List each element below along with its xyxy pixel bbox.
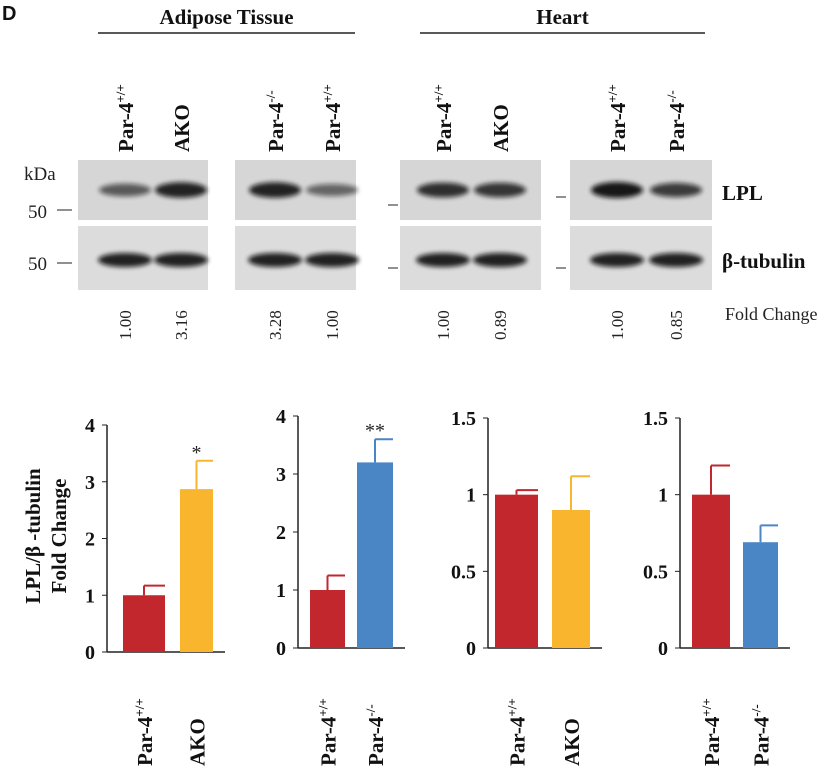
y-tick-label: 3 (85, 472, 95, 494)
y-tick-label: 1.5 (451, 408, 476, 430)
y-tick-label: 2 (85, 529, 95, 551)
marker-50-tubulin: 50 (28, 254, 47, 275)
lpl-band (99, 183, 151, 197)
y-tick-label: 1 (276, 580, 286, 602)
lpl-band (474, 182, 526, 198)
fold-change-value: 1.00 (116, 310, 135, 340)
tubulin-band (416, 253, 470, 267)
y-tick-label: 4 (85, 415, 95, 437)
tubulin-band (154, 253, 208, 267)
bar-2 (552, 510, 590, 648)
y-tick-label: 0.5 (451, 561, 476, 583)
fold-change-value: 1.00 (608, 310, 627, 340)
bar-chart-3: 0 0.5 1 1.5 Par-4+/+ AKO (451, 408, 602, 766)
lane-label: Par-4+/+ (605, 84, 630, 152)
lane-label: Par-4+/+ (431, 84, 456, 152)
bar-1 (692, 494, 730, 648)
y-tick-label: 3 (276, 464, 286, 486)
lane-label: AKO (170, 104, 194, 152)
x-category-label: AKO (186, 718, 210, 766)
y-tick-label: 0 (85, 642, 95, 664)
bar-1 (310, 590, 345, 648)
fold-change-value: 0.85 (667, 310, 686, 340)
y-axis-label: LPL/β -tubulin (21, 468, 45, 604)
fold-change-value: 0.89 (491, 310, 510, 340)
x-category-label: Par-4+/+ (699, 698, 724, 766)
fold-change-value: 3.28 (266, 310, 285, 340)
x-category-label: AKO (560, 718, 584, 766)
bar-2 (180, 489, 213, 652)
bar-chart-1: 0 1 2 3 4 Par-4+/+ * AKO LPL/β -tubulin Fold Chan… (21, 415, 225, 766)
kda-label: kDa (24, 164, 56, 185)
bar-1 (495, 494, 538, 648)
marker-50-lpl: 50 (28, 202, 47, 223)
x-category-label: Par-4+/+ (316, 698, 341, 766)
tissue-label: Adipose Tissue (159, 5, 293, 29)
y-tick-label: 1 (466, 485, 476, 507)
lane-label: Par-4-/- (263, 90, 288, 152)
x-category-label: Par-4+/+ (132, 698, 157, 766)
y-axis-label: Fold Change (47, 479, 71, 594)
bar-2 (357, 462, 393, 648)
significance-label: ** (365, 420, 385, 442)
y-tick-label: 2 (276, 522, 286, 544)
bar-2 (743, 542, 778, 648)
lpl-band (155, 182, 207, 198)
y-tick-label: 0 (658, 638, 668, 660)
x-category-label: Par-4-/- (749, 704, 774, 766)
x-category-label: Par-4-/- (363, 704, 388, 766)
lpl-band (306, 183, 358, 197)
row-label-tubulin: β-tubulin (722, 249, 806, 273)
fold-change-value: 3.16 (172, 310, 191, 340)
tubulin-band (649, 253, 703, 267)
y-tick-label: 0.5 (643, 561, 668, 583)
tubulin-band (98, 253, 152, 267)
y-tick-label: 0 (466, 638, 476, 660)
x-category-label: Par-4+/+ (505, 698, 530, 766)
panel-letter: D (2, 3, 16, 25)
bar-charts: 0 1 2 3 4 Par-4+/+ * AKO LPL/β -tubulin Fold Chan… (21, 406, 790, 766)
bar-chart-4: 0 0.5 1 1.5 Par-4+/+ Par-4-/- (643, 408, 790, 766)
lane-label: AKO (489, 104, 513, 152)
tubulin-band (305, 253, 359, 267)
y-tick-label: 1 (85, 585, 95, 607)
row-label-lpl: LPL (722, 181, 763, 205)
lane-label: Par-4+/+ (113, 84, 138, 152)
tubulin-band (473, 253, 527, 267)
lane-label: Par-4-/- (664, 90, 689, 152)
bar-chart-2: 0 1 2 3 4 Par-4+/+ ** Par-4-/- (276, 406, 405, 766)
y-tick-label: 4 (276, 406, 286, 428)
bar-1 (123, 595, 165, 652)
lpl-band (650, 182, 702, 198)
y-tick-label: 1 (658, 485, 668, 507)
tissue-label: Heart (536, 5, 588, 29)
fold-change-value: 1.00 (434, 310, 453, 340)
lpl-band (417, 182, 469, 198)
fold-change-label: Fold Change (725, 304, 818, 324)
y-tick-label: 0 (276, 638, 286, 660)
lpl-band (249, 182, 301, 198)
significance-label: * (192, 442, 202, 464)
tubulin-band (590, 253, 644, 267)
tubulin-band (248, 253, 302, 267)
fold-change-value: 1.00 (323, 310, 342, 340)
y-tick-label: 1.5 (643, 408, 668, 430)
lane-label: Par-4+/+ (320, 84, 345, 152)
lpl-band (591, 182, 643, 198)
western-blot: Adipose Tissue Par-4+/+ 1.00 AKO 3.16 Par-4-/… (24, 5, 818, 340)
